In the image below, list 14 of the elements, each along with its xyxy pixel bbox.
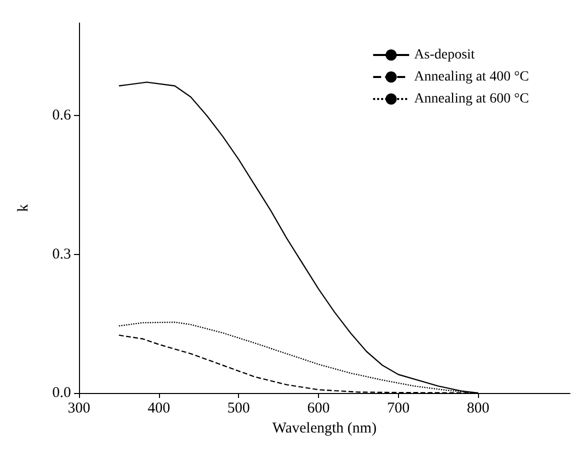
- x-tick-label: 500: [227, 400, 250, 416]
- y-tick-label: 0.3: [52, 246, 71, 262]
- y-tick-label: 0.0: [52, 385, 71, 401]
- x-tick-label: 700: [387, 400, 410, 416]
- legend-label: Annealing at 600 °C: [414, 92, 529, 106]
- x-axis-title: Wavelength (nm): [272, 420, 377, 436]
- y-axis-title: k: [16, 204, 32, 212]
- legend-label: As-deposit: [414, 48, 475, 62]
- y-tick-label: 0.6: [52, 108, 72, 124]
- x-tick-label: 300: [68, 400, 90, 416]
- legend-label: Annealing at 400 °C: [414, 70, 529, 84]
- x-tick-label: 600: [307, 400, 330, 416]
- x-tick-label: 400: [148, 400, 170, 416]
- x-tick-label: 800: [466, 400, 490, 416]
